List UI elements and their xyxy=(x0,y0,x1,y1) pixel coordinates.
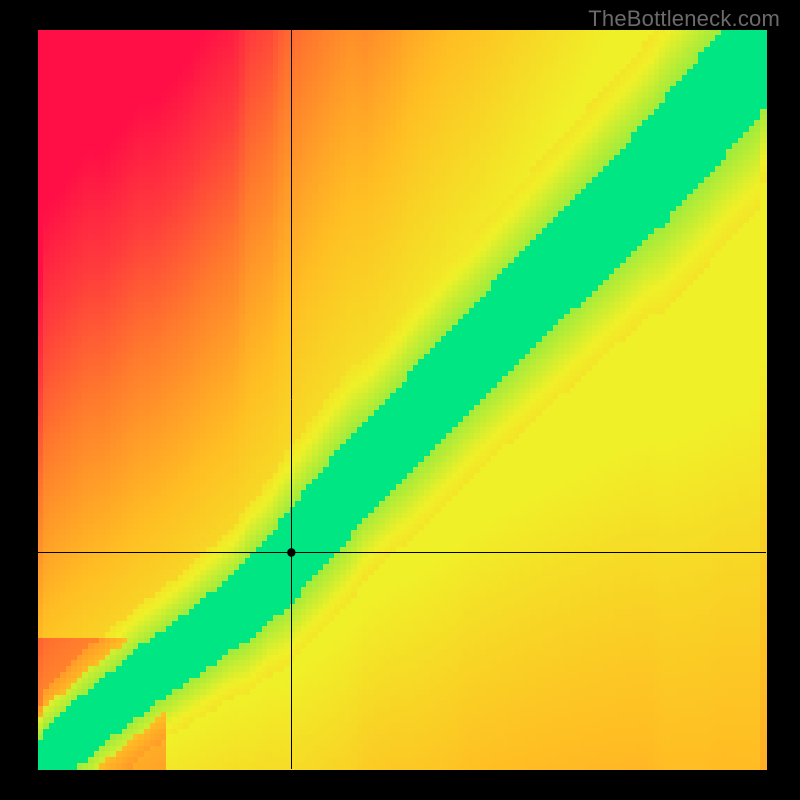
bottleneck-heatmap xyxy=(0,0,800,800)
chart-container: TheBottleneck.com xyxy=(0,0,800,800)
watermark-text: TheBottleneck.com xyxy=(588,6,780,32)
